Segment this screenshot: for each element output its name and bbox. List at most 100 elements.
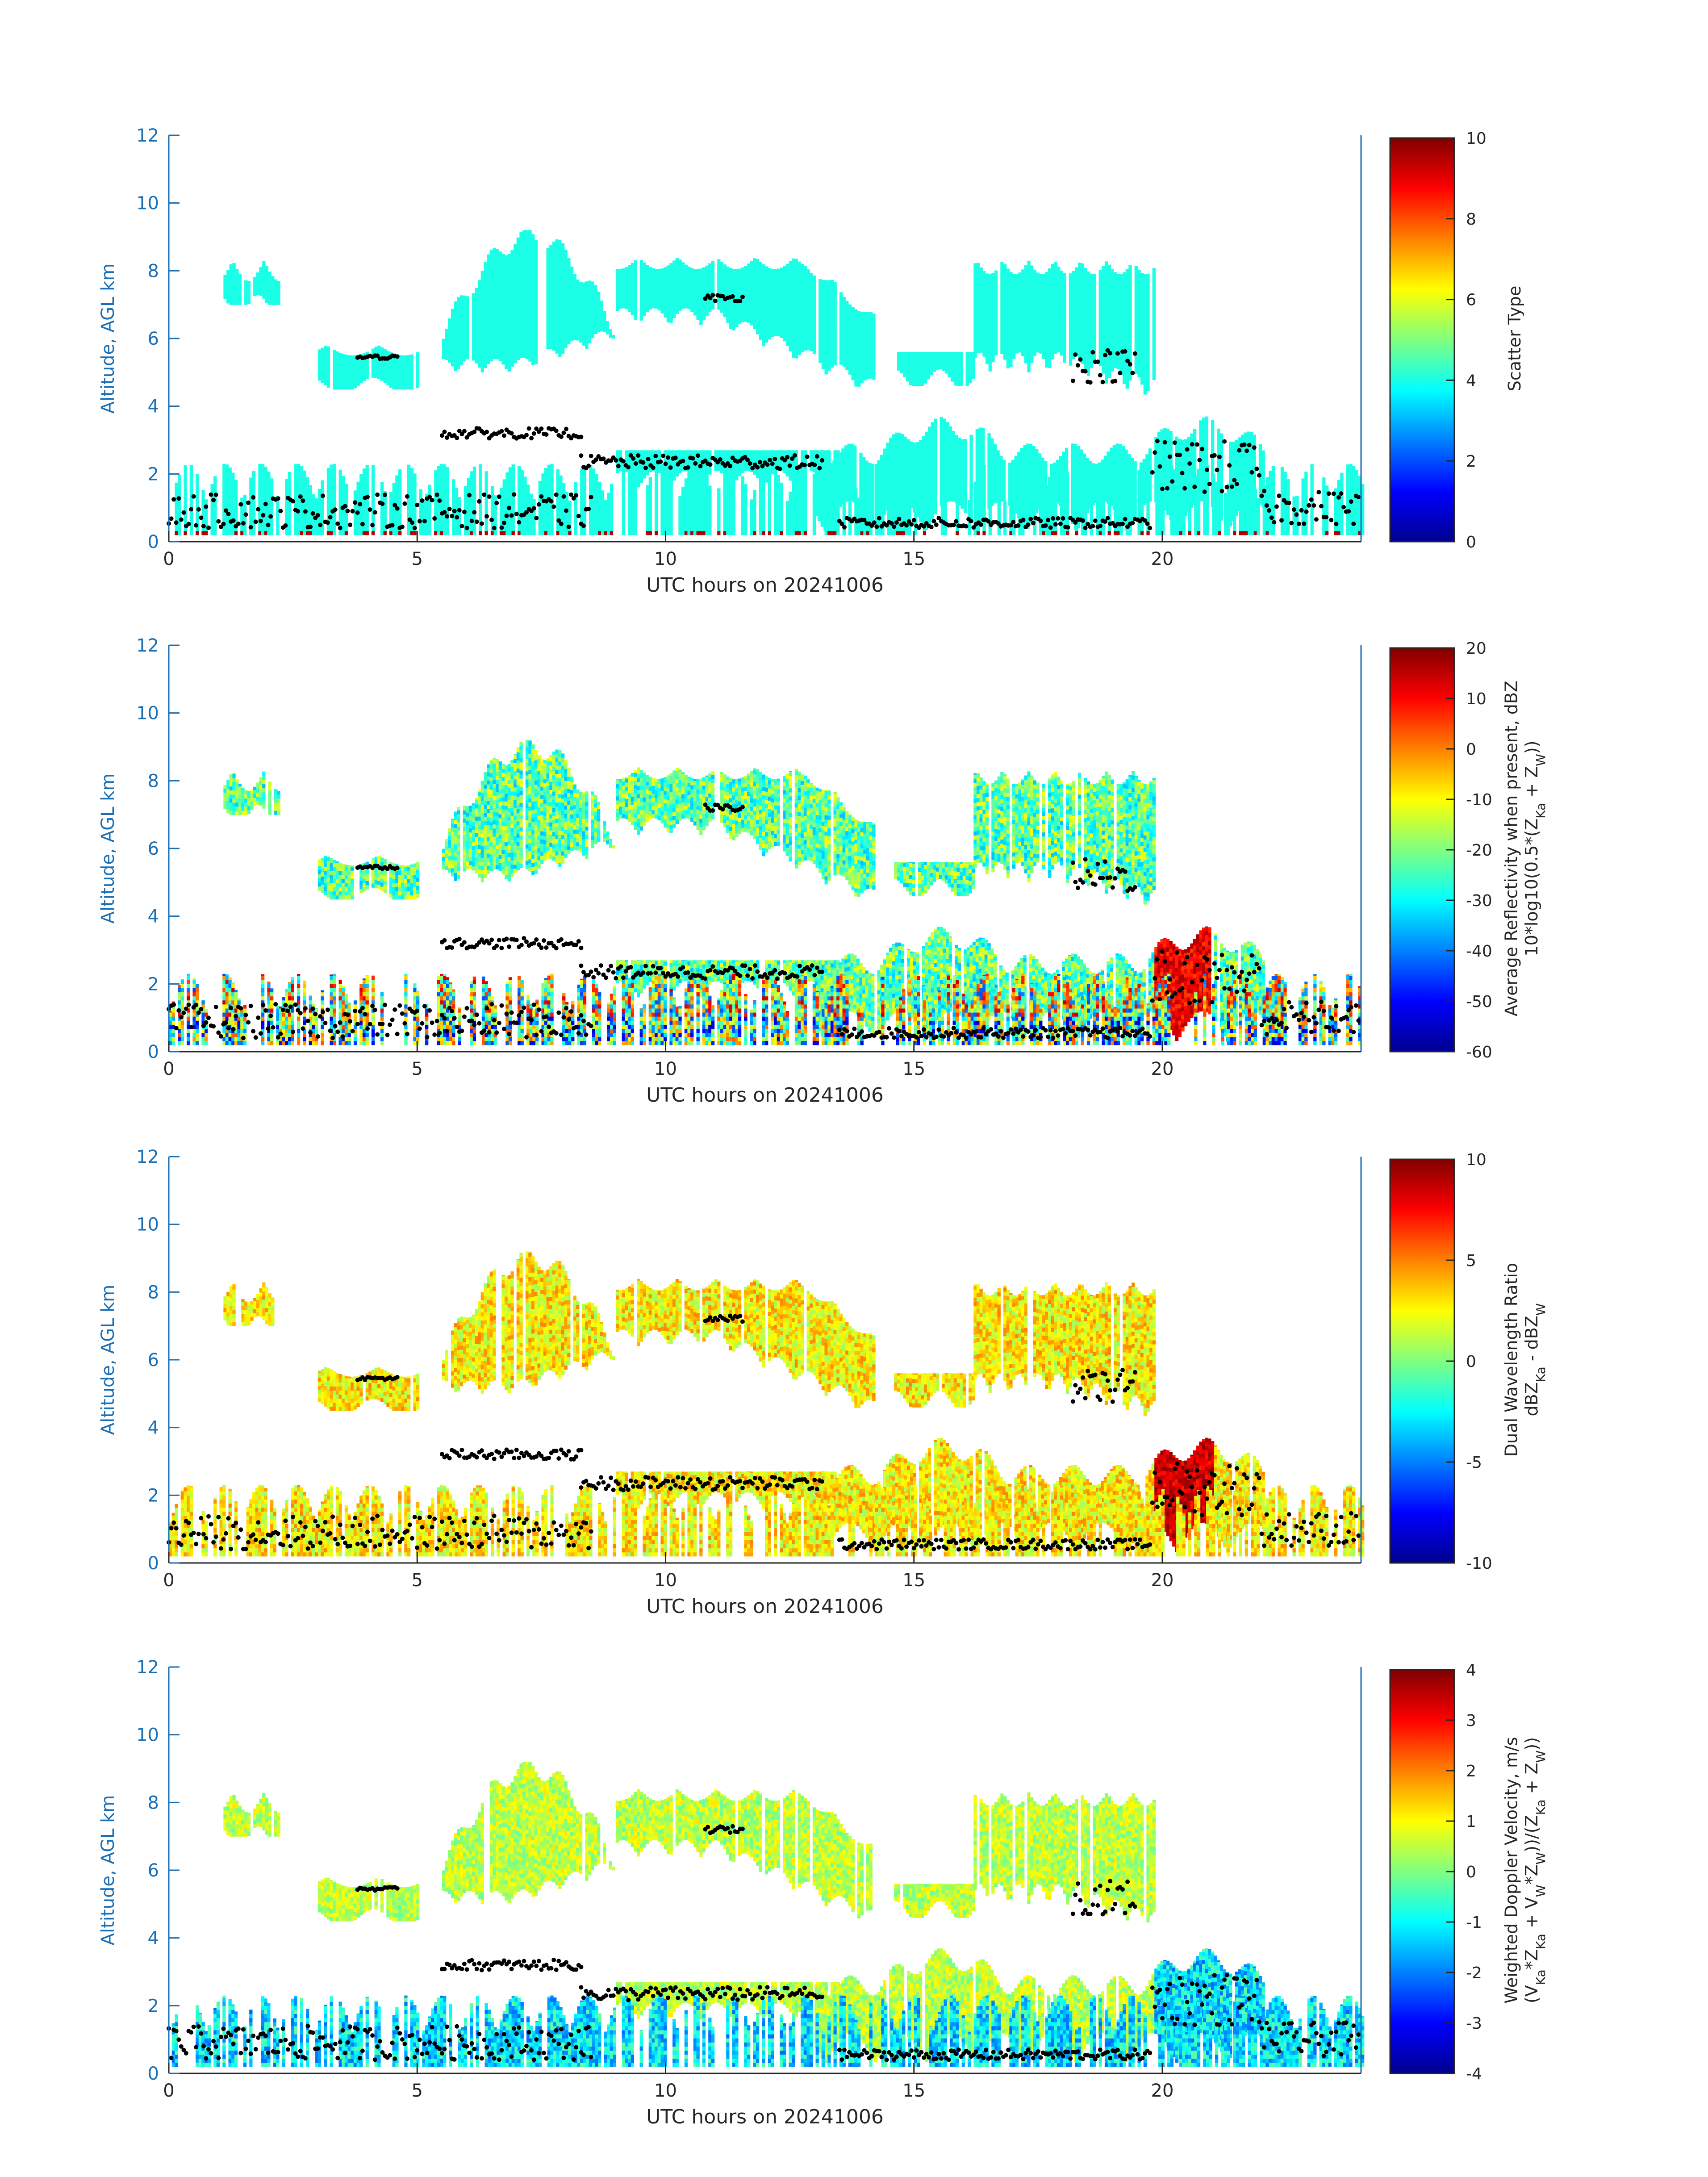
heatmap-cell [466,306,469,311]
heatmap-cell [510,342,514,347]
heatmap-cell [496,347,499,351]
heatmap-cell [567,336,570,340]
heatmap-cell [702,292,706,296]
heatmap-cell [609,329,612,330]
heatmap-cell [487,258,490,263]
heatmap-cell [681,268,685,272]
heatmap-cell [522,231,526,236]
heatmap-cell [688,267,691,269]
heatmap-cell [508,314,511,319]
heatmap-cell [594,326,597,330]
heatmap-cell [463,349,466,354]
heatmap-cell [496,314,499,319]
heatmap-cell [478,310,481,315]
heatmap-cell [499,357,502,361]
heatmap-cell [445,329,448,332]
heatmap-cell [271,297,274,301]
heatmap-cell [619,276,622,280]
heatmap-cell [510,314,514,318]
heatmap-cell [327,355,330,359]
heatmap-cell [658,270,661,274]
heatmap-cell [693,279,697,283]
heatmap-cell [658,274,661,278]
heatmap-cell [564,332,568,336]
heatmap-cell [588,290,591,295]
heatmap-cell [631,303,634,307]
heatmap-cell [640,272,643,276]
heatmap-cell [552,281,555,286]
heatmap-cell [672,265,676,269]
heatmap-cell [247,284,251,288]
heatmap-cell [552,297,555,302]
heatmap-cell [531,235,535,239]
heatmap-cell [262,262,265,266]
heatmap-cell [528,288,531,292]
heatmap-cell [519,240,522,244]
heatmap-cell [398,373,401,377]
heatmap-cell [262,290,265,295]
heatmap-cell [567,331,570,336]
heatmap-cell [564,251,568,255]
heatmap-cell [640,308,643,313]
heatmap-cell [324,352,327,357]
heatmap-cell [708,288,711,292]
heatmap-cell [354,368,357,372]
heatmap-cell [564,299,568,304]
heatmap-cell [585,329,588,333]
heatmap-cell [372,369,375,374]
heatmap-cell [547,312,550,317]
heatmap-cell [463,353,466,358]
heatmap-cell [699,297,702,301]
heatmap-cell [561,256,564,260]
heatmap-cell [226,283,230,287]
heatmap-cell [318,376,321,381]
heatmap-cell [664,285,667,289]
heatmap-cell [579,301,582,306]
heatmap-cell [519,293,522,297]
heatmap-cell [646,304,649,308]
heatmap-cell [510,338,514,343]
heatmap-cell [416,384,419,388]
heatmap-cell [564,320,568,324]
heatmap-cell [594,289,597,294]
heatmap-cell [499,345,502,349]
heatmap-cell [555,317,559,321]
heatmap-cell [603,324,606,328]
heatmap-cell [643,287,646,292]
heatmap-cell [591,330,594,334]
heatmap-cell [555,239,559,244]
heatmap-cell [519,252,522,257]
heatmap-cell [706,271,709,275]
heatmap-cell [600,310,603,315]
heatmap-cell [555,345,559,350]
heatmap-cell [223,295,226,299]
heatmap-cell [256,290,259,295]
heatmap-cell [466,302,469,307]
heatmap-cell [395,365,398,369]
heatmap-cell [372,349,375,354]
heatmap-cell [463,337,466,341]
heatmap-cell [699,317,702,321]
heatmap-cell [547,263,550,268]
heatmap-cell [327,371,330,376]
heatmap-cell [526,257,529,262]
heatmap-cell [451,309,454,310]
heatmap-cell [457,337,460,341]
heatmap-cell [519,285,522,289]
heatmap-cell [643,263,646,267]
heatmap-cell [268,297,271,301]
heatmap-cell [395,373,398,377]
heatmap-cell [535,315,538,320]
heatmap-cell [522,337,526,342]
heatmap-cell [616,290,619,295]
heatmap-cell [389,368,393,372]
heatmap-cell [501,360,505,365]
heatmap-cell [522,345,526,350]
heatmap-cell [416,372,419,376]
heatmap-cell [558,333,561,337]
heatmap-cell [230,264,233,268]
heatmap-cell [619,284,622,288]
heatmap-cell [384,367,387,371]
heatmap-cell [493,314,496,319]
heatmap-cell [457,304,460,309]
